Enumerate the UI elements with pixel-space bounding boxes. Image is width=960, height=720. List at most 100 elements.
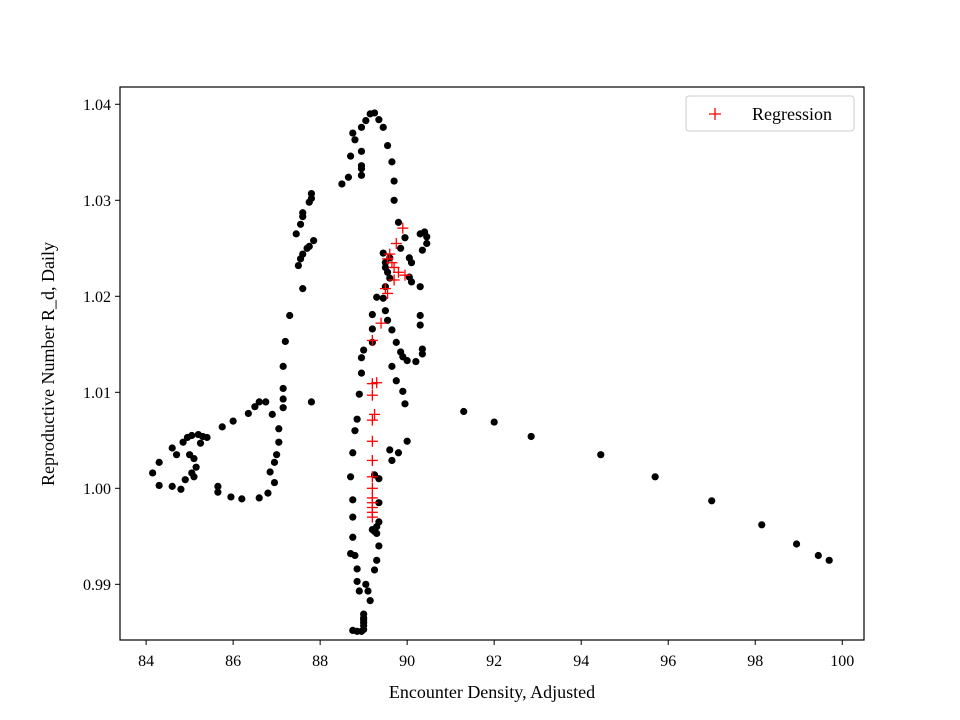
observed-point bbox=[299, 209, 306, 216]
observed-point bbox=[273, 451, 280, 458]
observed-point bbox=[271, 459, 278, 466]
x-axis-label: Encounter Density, Adjusted bbox=[389, 682, 595, 702]
y-tick-label: 1.02 bbox=[83, 289, 111, 306]
observed-point bbox=[358, 172, 365, 179]
observed-point bbox=[299, 250, 306, 257]
observed-point bbox=[275, 425, 282, 432]
observed-point bbox=[299, 285, 306, 292]
observed-point bbox=[264, 490, 271, 497]
observed-point bbox=[351, 136, 358, 143]
observed-point bbox=[401, 234, 408, 241]
observed-point bbox=[190, 455, 197, 462]
observed-point bbox=[310, 237, 317, 244]
observed-point bbox=[227, 493, 234, 500]
observed-point bbox=[245, 410, 252, 417]
observed-point bbox=[262, 398, 269, 405]
x-tick-label: 98 bbox=[747, 653, 763, 670]
observed-point bbox=[219, 423, 226, 430]
observed-point bbox=[395, 449, 402, 456]
y-tick-label: 1.01 bbox=[83, 385, 111, 402]
observed-point bbox=[286, 312, 293, 319]
observed-point bbox=[356, 587, 363, 594]
observed-point bbox=[282, 338, 289, 345]
observed-point bbox=[349, 514, 356, 521]
observed-point bbox=[280, 395, 287, 402]
observed-point bbox=[382, 307, 389, 314]
x-tick-label: 96 bbox=[660, 653, 676, 670]
observed-point bbox=[404, 438, 411, 445]
observed-point bbox=[156, 459, 163, 466]
observed-point bbox=[238, 495, 245, 502]
legend-regression-label: Regression bbox=[752, 104, 832, 124]
observed-point bbox=[373, 557, 380, 564]
observed-point bbox=[358, 370, 365, 377]
observed-point bbox=[391, 197, 398, 204]
observed-point bbox=[308, 398, 315, 405]
observed-point bbox=[251, 403, 258, 410]
observed-point bbox=[362, 117, 369, 124]
observed-point bbox=[388, 457, 395, 464]
observed-point bbox=[360, 346, 367, 353]
observed-point bbox=[369, 325, 376, 332]
y-tick-label: 0.99 bbox=[83, 577, 111, 594]
observed-point bbox=[349, 627, 356, 634]
observed-point bbox=[401, 400, 408, 407]
observed-point bbox=[371, 566, 378, 573]
observed-point bbox=[349, 534, 356, 541]
observed-point bbox=[391, 177, 398, 184]
observed-point bbox=[375, 542, 382, 549]
observed-point bbox=[149, 469, 156, 476]
observed-point bbox=[826, 557, 833, 564]
scatter-chart: 84 86 88 90 92 94 96 98 1000.991.001.011.021.031… bbox=[0, 0, 960, 720]
observed-point bbox=[295, 262, 302, 269]
observed-point bbox=[169, 444, 176, 451]
observed-point bbox=[280, 363, 287, 370]
observed-point bbox=[356, 391, 363, 398]
observed-point bbox=[412, 358, 419, 365]
observed-point bbox=[708, 497, 715, 504]
observed-point bbox=[388, 326, 395, 333]
observed-point bbox=[173, 451, 180, 458]
observed-point bbox=[423, 233, 430, 240]
observed-point bbox=[417, 283, 424, 290]
observed-point bbox=[308, 190, 315, 197]
observed-point bbox=[419, 247, 426, 254]
observed-point bbox=[384, 142, 391, 149]
observed-point bbox=[347, 473, 354, 480]
observed-point bbox=[354, 578, 361, 585]
observed-point bbox=[386, 446, 393, 453]
observed-point bbox=[188, 432, 195, 439]
observed-point bbox=[190, 473, 197, 480]
observed-point bbox=[358, 148, 365, 155]
observed-point bbox=[375, 518, 382, 525]
observed-point bbox=[354, 565, 361, 572]
observed-point bbox=[354, 416, 361, 423]
y-tick-label: 1.03 bbox=[83, 193, 111, 210]
observed-point bbox=[597, 451, 604, 458]
x-tick-label: 100 bbox=[830, 653, 854, 670]
observed-point bbox=[380, 295, 387, 302]
observed-point bbox=[351, 427, 358, 434]
observed-point bbox=[375, 116, 382, 123]
observed-point bbox=[397, 245, 404, 252]
observed-point bbox=[380, 249, 387, 256]
observed-point bbox=[419, 350, 426, 357]
y-axis-label: Reproductive Number R_d, Daily bbox=[38, 242, 58, 486]
observed-point bbox=[280, 404, 287, 411]
observed-point bbox=[408, 278, 415, 285]
observed-point bbox=[169, 483, 176, 490]
observed-point bbox=[417, 321, 424, 328]
x-tick-label: 88 bbox=[312, 653, 328, 670]
observed-point bbox=[230, 418, 237, 425]
observed-point bbox=[351, 552, 358, 559]
observed-point bbox=[393, 339, 400, 346]
observed-point bbox=[371, 109, 378, 116]
observed-point bbox=[423, 240, 430, 247]
legend: Regression bbox=[686, 96, 854, 131]
observed-point bbox=[528, 433, 535, 440]
observed-point bbox=[197, 440, 204, 447]
observed-point bbox=[382, 264, 389, 271]
observed-point bbox=[358, 124, 365, 131]
observed-point bbox=[297, 221, 304, 228]
observed-point bbox=[367, 597, 374, 604]
